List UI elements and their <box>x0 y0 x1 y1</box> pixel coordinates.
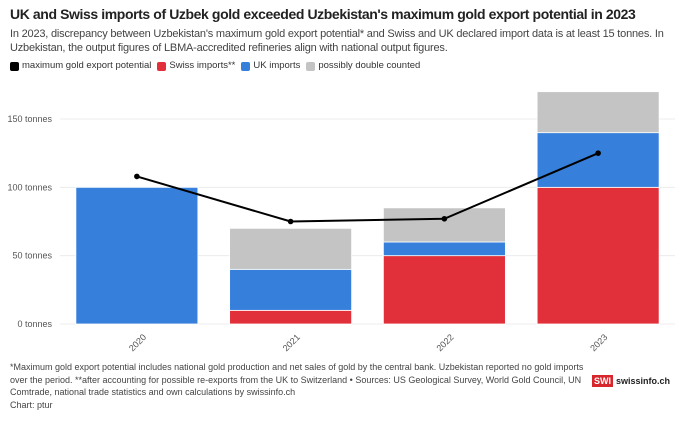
bar-segment <box>382 255 506 325</box>
bar-segment <box>536 186 660 325</box>
y-tick-label: 50 tonnes <box>12 251 52 261</box>
legend-label: UK imports <box>253 60 301 71</box>
legend-swatch <box>157 61 167 71</box>
legend-label: Swiss imports** <box>169 60 236 71</box>
legend-swatch <box>241 61 251 71</box>
legend-swatch <box>306 61 316 71</box>
bar-segment <box>229 268 353 311</box>
footnotes: *Maximum gold export potential includes … <box>10 361 592 411</box>
x-tick-label: 2023 <box>588 332 609 353</box>
legend-swatch <box>10 61 19 71</box>
x-tick-label: 2022 <box>434 332 455 353</box>
chart-plot: 0 tonnes 50 tonnes 100 tonnes 150 tonnes 202… <box>7 91 675 353</box>
legend-item-swiss: Swiss imports** <box>157 60 235 72</box>
bar-segment <box>75 186 199 325</box>
legend-label: possibly double counted <box>318 60 421 71</box>
y-tick-label: 0 tonnes <box>17 319 52 329</box>
line-point <box>441 215 448 222</box>
legend: maximum gold export potential Swiss impo… <box>10 60 670 72</box>
footer: *Maximum gold export potential includes … <box>0 359 680 415</box>
legend-label: maximum gold export potential <box>22 60 152 71</box>
legend-item-uk: UK imports <box>241 60 300 72</box>
legend-item-line: maximum gold export potential <box>10 60 151 72</box>
chart-subtitle: In 2023, discrepancy between Uzbekistan'… <box>10 28 664 54</box>
y-tick-label: 100 tonnes <box>7 182 52 192</box>
legend-item-double: possibly double counted <box>306 60 420 72</box>
bar-segment <box>536 132 660 188</box>
bar-segment <box>382 241 506 257</box>
swissinfo-logo: SWI swissinfo.ch <box>591 375 670 387</box>
line-point <box>595 150 601 156</box>
bar-segment <box>382 207 506 243</box>
chart-title: UK and Swiss imports of Uzbek gold excee… <box>10 6 636 22</box>
bar-segment <box>536 91 660 134</box>
x-tick-label: 2021 <box>281 332 302 353</box>
bar-segment <box>229 309 353 325</box>
credit-text: Chart: ptur <box>10 399 53 410</box>
chart-header: UK and Swiss imports of Uzbek gold excee… <box>0 0 680 72</box>
logo-text: swissinfo.ch <box>615 376 670 386</box>
bar-segment <box>229 227 353 270</box>
line-point <box>134 173 140 180</box>
footnote-text: *Maximum gold export potential includes … <box>10 362 584 397</box>
logo-mark: SWI <box>591 375 613 387</box>
x-tick-label: 2020 <box>127 332 148 353</box>
y-tick-label: 150 tonnes <box>7 114 52 124</box>
line-series <box>136 152 599 223</box>
line-point <box>287 218 294 225</box>
